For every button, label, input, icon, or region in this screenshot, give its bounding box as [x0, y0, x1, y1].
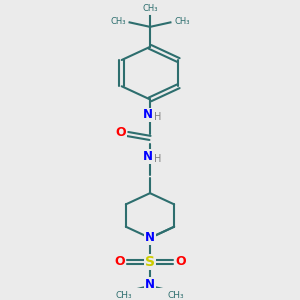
- Text: H: H: [154, 154, 162, 164]
- Text: CH₃: CH₃: [116, 291, 132, 300]
- Text: CH₃: CH₃: [174, 17, 190, 26]
- Text: O: O: [116, 126, 126, 139]
- Text: CH₃: CH₃: [168, 291, 184, 300]
- Text: O: O: [175, 255, 186, 268]
- Text: N: N: [143, 108, 153, 122]
- Text: N: N: [145, 278, 155, 291]
- Text: CH₃: CH₃: [142, 4, 158, 13]
- Text: CH₃: CH₃: [110, 17, 126, 26]
- Text: O: O: [114, 255, 125, 268]
- Text: H: H: [154, 112, 162, 122]
- Text: S: S: [145, 255, 155, 269]
- Text: N: N: [143, 150, 153, 163]
- Text: N: N: [145, 231, 155, 244]
